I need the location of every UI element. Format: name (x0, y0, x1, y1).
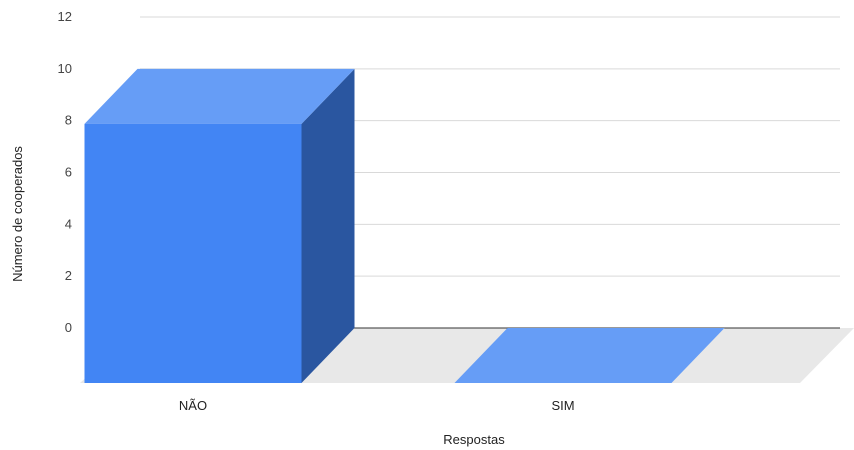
x-axis-title: Respostas (443, 432, 505, 447)
bar-top-face (84, 68, 355, 124)
x-axis-ticks: NÃO SIM (179, 398, 575, 413)
y-tick-label: 2 (65, 268, 72, 283)
y-tick-label: 4 (65, 216, 72, 231)
bar-n-o (84, 68, 355, 383)
y-tick-label: 8 (65, 113, 72, 128)
y-axis-ticks: 0 2 4 6 8 10 12 (58, 9, 72, 335)
x-tick-label: SIM (551, 398, 574, 413)
x-tick-label: NÃO (179, 398, 207, 413)
y-tick-label: 10 (58, 61, 72, 76)
y-tick-label: 12 (58, 9, 72, 24)
bars-layer (84, 68, 725, 383)
y-tick-label: 0 (65, 320, 72, 335)
bar-sim (454, 328, 725, 383)
y-axis-title: Número de cooperados (10, 146, 25, 282)
bar-side-face (301, 68, 355, 383)
bar-top-face (454, 328, 725, 383)
y-tick-label: 6 (65, 165, 72, 180)
bar-front-face (84, 123, 302, 383)
